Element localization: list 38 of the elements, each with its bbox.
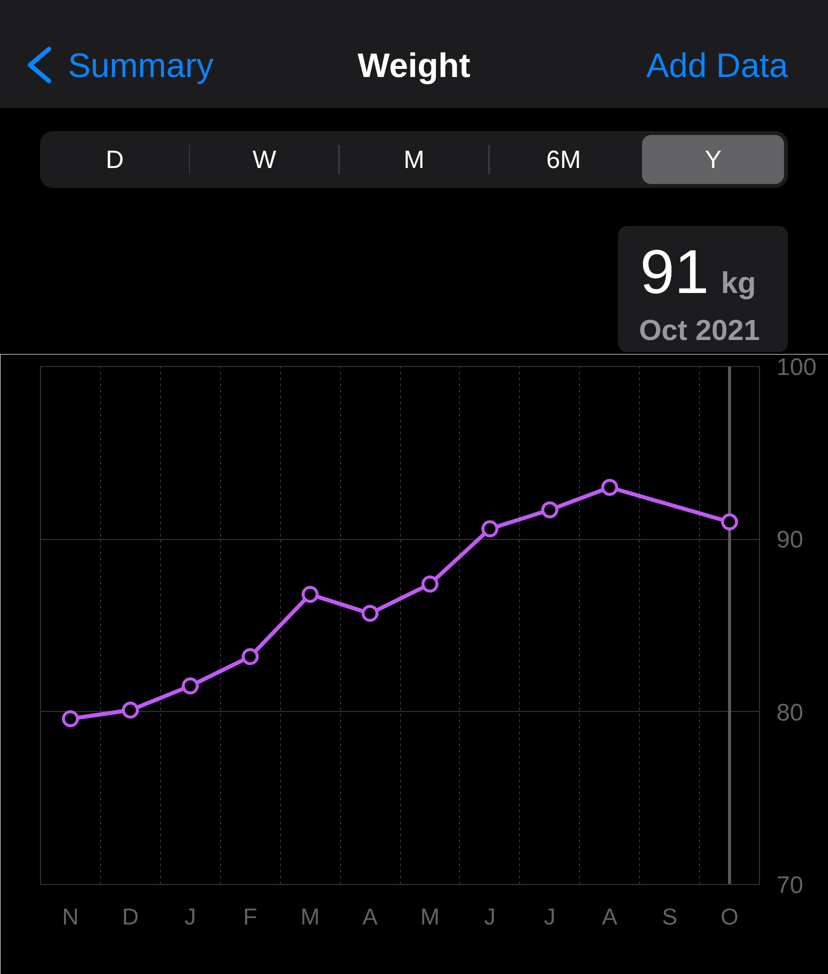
x-tick-label: D [122,904,139,930]
x-tick-label: S [662,904,678,930]
y-tick-label: 70 [776,872,804,899]
text: M [404,146,424,174]
text: kg [720,266,756,300]
point [421,576,438,593]
point [601,478,618,496]
text: W [252,146,276,174]
x-tick-label: A [362,904,378,930]
point [302,586,319,603]
x-tick-label: O [720,904,738,930]
x-tick-label: F [243,904,258,930]
x-tick-label: J [544,904,556,930]
ref-line-label: Oct 2021 [639,314,760,346]
text: Y [704,146,722,174]
point [62,710,79,728]
point [481,520,498,538]
point [122,702,139,719]
x-tick-label: A [602,904,618,930]
x-tick-label: M [300,904,320,930]
y-tick-label: 80 [776,699,804,726]
text: 91 [640,238,709,306]
x-tick-label: N [62,904,79,930]
text: Add Data [646,47,788,86]
x-tick-label: J [184,904,196,930]
x-tick-label: M [420,904,440,930]
text: Summary [68,47,214,86]
text: D [106,146,124,174]
y-tick-label: 100 [776,354,817,381]
text: 6M [546,146,581,174]
point [242,648,259,666]
y-tick-label: 90 [776,526,804,554]
point [721,513,738,530]
point [182,677,199,694]
point [541,501,558,518]
x-tick-label: J [484,904,496,930]
chart-title: Weight [358,47,470,86]
point [362,604,379,622]
